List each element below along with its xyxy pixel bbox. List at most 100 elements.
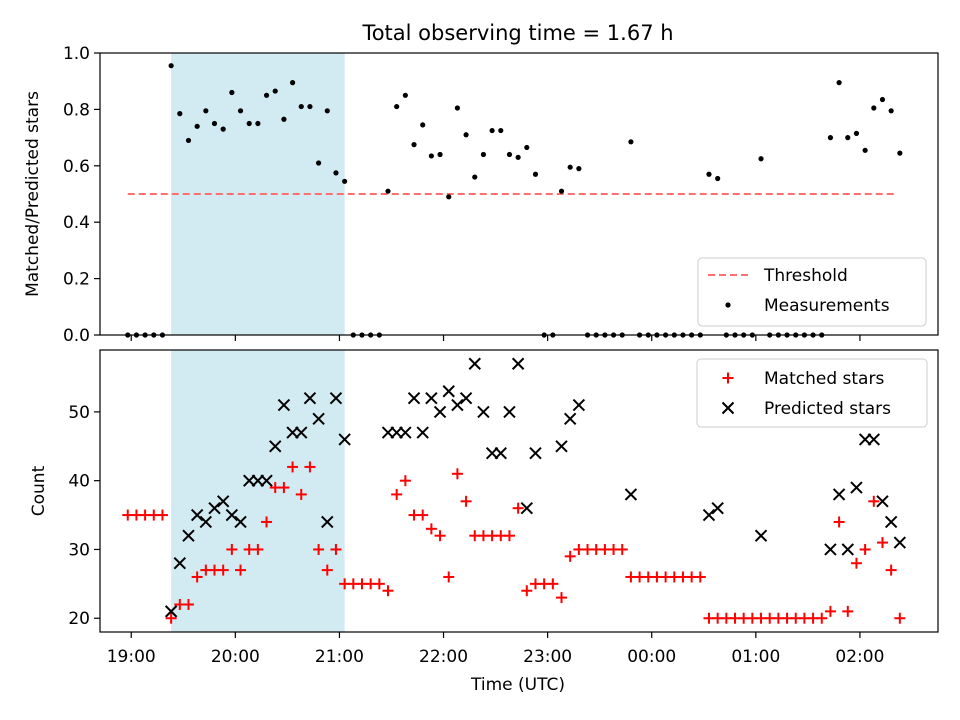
predicted-star-point — [260, 474, 273, 487]
measurement-point — [385, 188, 391, 194]
matched-star-point — [182, 598, 194, 610]
predicted-star-point — [216, 495, 230, 508]
measurement-point — [480, 151, 487, 158]
predicted-star-point — [225, 508, 239, 522]
predicted-star-point — [529, 446, 542, 460]
predicted-stars-points — [164, 357, 907, 618]
matched-star-point — [694, 571, 706, 583]
bottom-axes-frame — [99, 349, 939, 633]
predicted-star-point — [754, 529, 768, 542]
matched-star-point — [547, 578, 559, 590]
matched-star-point — [321, 564, 333, 576]
measurement-point — [498, 127, 504, 134]
measurement-point — [515, 154, 521, 160]
predicted-star-point — [164, 605, 178, 618]
matched-star-point — [816, 612, 828, 624]
predicted-star-point — [416, 426, 429, 439]
matched-star-point — [391, 488, 403, 500]
predicted-star-point — [477, 405, 490, 419]
matched-star-point — [850, 557, 862, 569]
matched-star-point — [191, 571, 203, 583]
x-tick-label: 21:00 — [315, 647, 364, 667]
top-legend-box — [697, 257, 927, 327]
predicted-star-point — [425, 391, 438, 405]
measurement-point — [168, 63, 174, 69]
predicted-star-point — [433, 405, 447, 419]
matched-star-point — [503, 530, 515, 542]
measurement-point — [437, 151, 443, 158]
measurement-point — [758, 156, 764, 162]
measurement-point — [263, 92, 270, 98]
matched-star-point — [373, 578, 385, 590]
predicted-star-point — [702, 508, 716, 522]
measurement-point — [524, 144, 530, 151]
matched-star-point — [217, 564, 229, 576]
y-tick-label: 30 — [68, 540, 90, 560]
measurement-point — [289, 80, 296, 86]
y-tick-label: 0.2 — [63, 270, 90, 290]
measurement-point — [463, 132, 469, 138]
predicted-star-point — [832, 488, 846, 501]
matched-star-point — [278, 482, 290, 494]
measurement-point — [845, 135, 851, 141]
x-tick-label: 01:00 — [731, 647, 780, 667]
x-tick-label: 23:00 — [523, 647, 572, 667]
matched-star-point — [287, 461, 299, 473]
bottom-panel: 20 30 40 50 19:00 20:00 21:00 22:00 23:00 00:00 0… — [29, 349, 939, 695]
measurement-point — [411, 142, 417, 148]
measurement-point — [185, 137, 192, 144]
predicted-star-point — [459, 391, 473, 405]
x-tick-label: 19:00 — [107, 647, 156, 667]
predicted-star-point — [277, 398, 291, 412]
matched-star-point — [833, 516, 845, 528]
matched-star-point — [512, 502, 524, 514]
matched-star-point — [226, 543, 238, 555]
matched-star-point — [434, 530, 446, 542]
measurement-point — [272, 88, 278, 94]
measurement-point — [532, 171, 539, 177]
measurement-point — [194, 123, 200, 129]
matched-star-point — [556, 592, 568, 604]
matched-star-point — [295, 488, 307, 500]
predicted-star-point — [295, 426, 308, 439]
bottom-y-axis-label: Count — [29, 465, 49, 516]
predicted-star-point — [867, 433, 881, 446]
predicted-star-point — [572, 398, 586, 412]
measurement-point — [862, 147, 868, 153]
legend-predicted-swatch — [721, 401, 735, 415]
bottom-legend-box — [696, 358, 928, 428]
matched-star-point — [165, 612, 177, 624]
top-x-ticks — [130, 335, 861, 341]
legend-matched-label: Matched stars — [764, 369, 884, 389]
bottom-x-axis: 19:00 20:00 21:00 22:00 23:00 00:00 01:00 02:00 — [107, 632, 884, 667]
predicted-star-point — [208, 501, 221, 515]
measurement-point — [576, 166, 582, 172]
predicted-star-point — [468, 357, 481, 370]
measurement-point — [237, 108, 244, 114]
measurement-point — [394, 103, 400, 110]
predicted-star-point — [190, 508, 204, 522]
measurement-point — [888, 108, 894, 114]
measurement-point — [472, 174, 478, 180]
measurement-point — [342, 178, 348, 184]
x-tick-label: 20:00 — [211, 647, 260, 667]
measurement-point — [420, 122, 426, 128]
measurement-point — [454, 105, 461, 111]
matched-stars-points — [122, 461, 906, 624]
x-axis-label: Time (UTC) — [470, 675, 565, 695]
measurement-point — [333, 170, 339, 176]
legend-predicted-label: Predicted stars — [764, 399, 891, 419]
measurement-point — [706, 171, 712, 177]
matched-star-point — [417, 509, 429, 521]
predicted-star-point — [442, 385, 455, 398]
matched-star-point — [868, 495, 880, 507]
predicted-star-point — [893, 536, 907, 549]
measurement-point — [281, 116, 287, 122]
predicted-star-point — [503, 405, 516, 419]
predicted-star-point — [876, 495, 889, 508]
x-tick-label: 00:00 — [627, 647, 676, 667]
x-tick-label: 22:00 — [419, 647, 468, 667]
measurement-point — [428, 153, 434, 159]
matched-star-point — [156, 509, 168, 521]
